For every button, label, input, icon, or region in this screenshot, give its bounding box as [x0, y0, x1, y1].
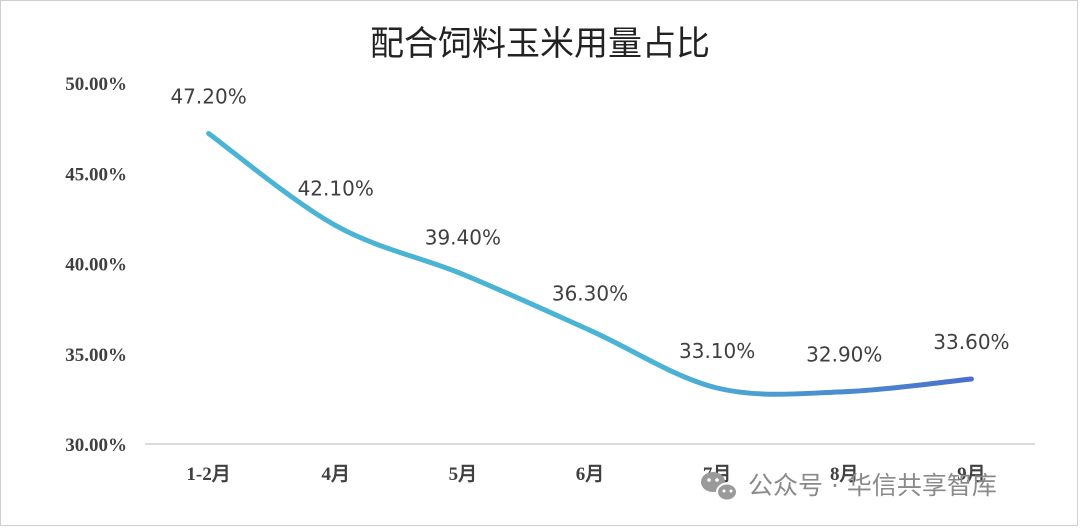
chart-title: 配合饲料玉米用量占比 — [370, 24, 710, 64]
y-tick-label: 50.00% — [65, 74, 127, 95]
x-tick-label: 5月 — [449, 464, 478, 485]
series-line — [206, 131, 974, 397]
data-label: 42.10% — [298, 177, 374, 201]
watermark-text: 公众号 · 华信共享智库 — [748, 471, 997, 500]
watermark: 公众号 · 华信共享智库 — [701, 471, 997, 502]
x-tick-label: 8月 — [830, 464, 859, 485]
data-label: 33.10% — [679, 339, 755, 363]
y-axis-ticks: 30.00% 35.00% 40.00% 45.00% 50.00% — [65, 74, 127, 456]
data-label: 32.90% — [806, 343, 882, 367]
x-tick-label: 1-2月 — [186, 464, 230, 485]
x-tick-label: 6月 — [576, 464, 605, 485]
y-tick-label: 35.00% — [65, 345, 127, 366]
y-tick-label: 30.00% — [65, 435, 127, 456]
data-label: 36.30% — [552, 281, 628, 305]
wechat-icon — [701, 472, 738, 502]
data-label: 39.40% — [425, 225, 501, 249]
x-tick-label: 4月 — [321, 464, 350, 485]
data-labels: 47.20% 42.10% 39.40% 36.30% 33.10% 32.90% 33.6… — [170, 85, 1009, 367]
y-tick-label: 45.00% — [65, 164, 127, 185]
data-label: 33.60% — [933, 330, 1009, 354]
x-tick-label: 9月 — [957, 464, 986, 485]
y-tick-label: 40.00% — [65, 255, 127, 276]
data-label: 47.20% — [170, 85, 246, 109]
